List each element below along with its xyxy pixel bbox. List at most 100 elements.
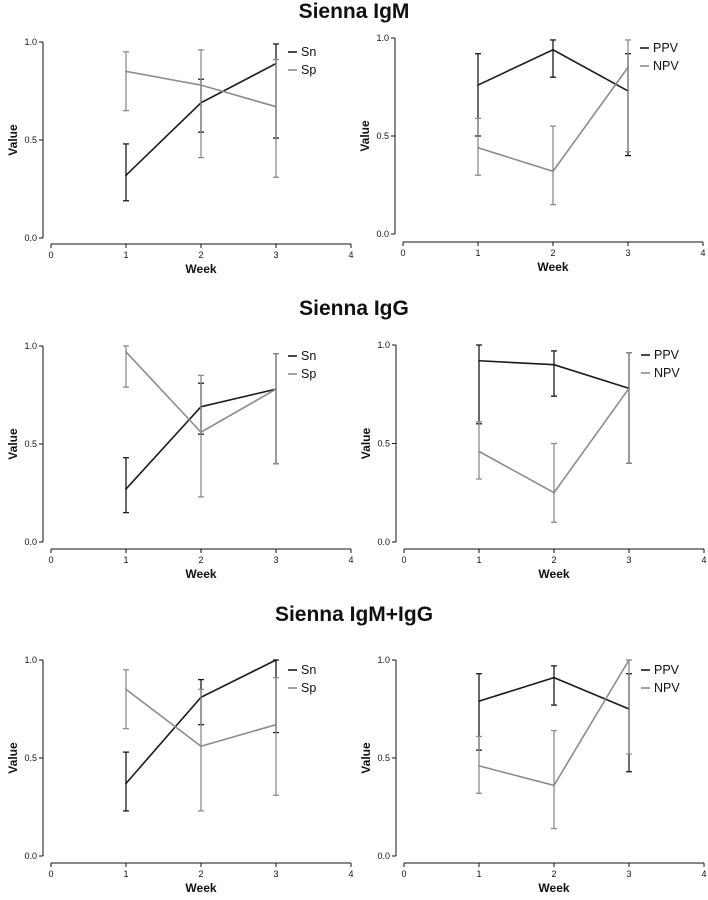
y-tick-label: 0.0 — [24, 537, 37, 547]
x-tick-label: 4 — [700, 248, 705, 258]
x-tick-label: 1 — [475, 248, 480, 258]
legend-label-ppv: PPV — [654, 663, 680, 677]
x-tick-label: 4 — [701, 555, 706, 565]
x-axis-label: Week — [538, 881, 569, 895]
x-axis-label: Week — [537, 260, 568, 274]
chart-igm-sn-sp: 0.0 0.5 1.0 0 1 2 3 4 Week Value Sn Sp — [6, 37, 354, 276]
legend-label-sn: Sn — [301, 45, 316, 59]
x-tick-label: 2 — [551, 869, 556, 879]
row-title-igm: Sienna IgM — [298, 0, 410, 23]
y-tick-label: 0.0 — [376, 229, 389, 239]
x-tick-label: 3 — [625, 248, 630, 258]
x-tick-label: 3 — [273, 250, 278, 260]
x-tick-label: 3 — [626, 555, 631, 565]
data-point-ppv — [477, 84, 479, 86]
x-tick-label: 1 — [476, 869, 481, 879]
data-point-sn — [125, 782, 127, 785]
y-axis-label: Value — [6, 428, 20, 460]
data-point-sn — [125, 488, 127, 490]
row-title-igg: Sienna IgG — [299, 297, 409, 320]
y-tick-label: 1.0 — [377, 340, 390, 350]
data-point-sp — [200, 431, 202, 434]
x-axis-label: Week — [185, 262, 216, 276]
x-axis-label: Week — [185, 881, 216, 895]
data-point-npv — [478, 450, 480, 453]
x-tick-label: 0 — [401, 555, 406, 565]
data-point-sp — [275, 388, 277, 391]
y-tick-label: 1.0 — [377, 655, 390, 665]
data-point-sp — [200, 84, 202, 87]
x-tick-label: 0 — [401, 869, 406, 879]
x-axis-label: Week — [538, 567, 569, 581]
y-tick-label: 0.0 — [24, 851, 37, 861]
chart-igg-ppv-npv: 0.0 0.5 1.0 0 1 2 3 4 Week Value PPV NPV — [359, 340, 707, 581]
x-tick-label: 3 — [626, 869, 631, 879]
legend-label-npv: NPV — [653, 59, 679, 73]
legend-label-sp: Sp — [301, 681, 316, 695]
y-tick-label: 0.5 — [24, 753, 37, 763]
x-tick-label: 0 — [48, 555, 53, 565]
legend-label-npv: NPV — [654, 366, 680, 380]
data-point-ppv — [478, 700, 480, 703]
data-point-npv — [477, 146, 479, 149]
y-tick-label: 1.0 — [24, 341, 37, 351]
x-tick-label: 0 — [48, 250, 53, 260]
x-tick-label: 4 — [348, 869, 353, 879]
x-tick-label: 3 — [273, 555, 278, 565]
y-tick-label: 0.0 — [377, 537, 390, 547]
legend-label-sp: Sp — [301, 63, 316, 77]
data-point-sn — [125, 174, 127, 177]
x-tick-label: 3 — [273, 869, 278, 879]
data-point-sp — [275, 105, 277, 108]
x-tick-label: 1 — [476, 555, 481, 565]
data-point-npv — [553, 491, 555, 494]
x-tick-label: 1 — [123, 250, 128, 260]
data-point-sp — [125, 350, 127, 353]
x-tick-label: 4 — [701, 869, 706, 879]
y-tick-label: 1.0 — [24, 37, 37, 47]
data-point-sn — [275, 659, 277, 661]
y-tick-label: 1.0 — [24, 655, 37, 665]
data-point-sp — [125, 70, 127, 73]
x-tick-label: 2 — [198, 250, 203, 260]
data-point-ppv — [552, 48, 554, 51]
legend-label-sp: Sp — [301, 367, 316, 381]
data-point-sp — [200, 745, 202, 748]
y-tick-label: 0.5 — [377, 439, 390, 449]
x-tick-label: 2 — [551, 555, 556, 565]
x-tick-label: 1 — [123, 869, 128, 879]
chart-igm-igg-sn-sp: 0.0 0.5 1.0 0 1 2 3 4 Week Value Sn Sp — [6, 655, 354, 895]
chart-igm-ppv-npv: 0.0 0.5 1.0 0 1 2 3 4 Week Value PPV NPV — [358, 33, 706, 274]
y-tick-label: 0.5 — [24, 439, 37, 449]
data-point-ppv — [478, 359, 480, 362]
x-tick-label: 2 — [198, 555, 203, 565]
data-point-npv — [478, 764, 480, 767]
y-tick-label: 1.0 — [376, 33, 389, 43]
data-point-sp — [275, 723, 277, 726]
data-point-sp — [125, 688, 127, 691]
legend-label-ppv: PPV — [653, 41, 679, 55]
chart-igm-igg-ppv-npv: 0.0 0.5 1.0 0 1 2 3 4 Week Value PPV NPV — [359, 655, 707, 895]
data-point-npv — [628, 387, 630, 390]
y-tick-label: 0.0 — [24, 233, 37, 243]
data-point-npv — [628, 659, 630, 661]
legend-label-sn: Sn — [301, 349, 316, 363]
y-tick-label: 0.5 — [377, 753, 390, 763]
legend-label-sn: Sn — [301, 663, 316, 677]
legend-label-npv: NPV — [654, 681, 680, 695]
y-axis-label: Value — [359, 428, 373, 460]
x-tick-label: 4 — [348, 555, 353, 565]
y-axis-label: Value — [6, 124, 20, 156]
y-tick-label: 0.5 — [376, 131, 389, 141]
y-axis-label: Value — [6, 742, 20, 774]
data-point-npv — [552, 170, 554, 173]
x-tick-label: 0 — [48, 869, 53, 879]
x-axis-label: Week — [185, 567, 216, 581]
data-point-npv — [627, 66, 629, 69]
row-title-igm-igg: Sienna IgM+IgG — [274, 603, 434, 626]
x-tick-label: 0 — [400, 248, 405, 258]
y-axis-label: Value — [359, 742, 373, 774]
data-point-ppv — [553, 363, 555, 366]
data-point-npv — [553, 784, 555, 787]
x-tick-label: 1 — [123, 555, 128, 565]
